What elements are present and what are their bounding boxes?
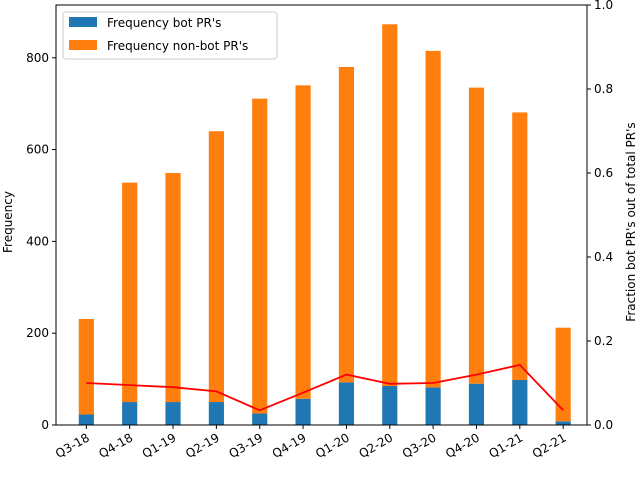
bar-bot-Q3-19	[252, 413, 268, 425]
legend-swatch-nonbot	[69, 40, 97, 50]
y2-tick-label: 0.2	[594, 334, 613, 348]
legend-label-bot: Frequency bot PR's	[107, 16, 221, 30]
y2-tick-label: 0.8	[594, 82, 613, 96]
right-axis: 0.0 0.2 0.4 0.6 0.8 1.0	[587, 0, 613, 432]
x-tick-label: Q1-20	[313, 430, 352, 460]
bar-bot-Q4-19	[295, 398, 311, 425]
plot-frame	[55, 4, 588, 426]
left-axis: 0 200 400 600 800	[26, 51, 56, 432]
bar-bot-Q2-21	[555, 421, 571, 425]
y2-tick-label: 1.0	[594, 0, 613, 12]
bar-nonbot-Q4-19	[295, 85, 311, 399]
bar-nonbot-Q4-20	[468, 87, 485, 384]
y2-tick-label: 0.4	[594, 250, 613, 264]
x-axis: Q3-18 Q4-18 Q1-19 Q2-19 Q3-19 Q4-19 Q1-20 Q2-20…	[53, 425, 569, 461]
bar-bot-Q1-21	[512, 380, 528, 425]
x-tick-label: Q2-21	[530, 430, 569, 460]
bar-nonbot-Q4-18	[122, 182, 138, 403]
bars-layer	[78, 24, 571, 425]
legend: Frequency bot PR's Frequency non-bot PR'…	[62, 11, 278, 60]
x-tick-label: Q4-18	[96, 430, 135, 460]
y-tick-label: 600	[26, 143, 49, 157]
x-tick-label: Q3-18	[53, 430, 92, 460]
bar-bot-Q2-19	[208, 402, 224, 425]
x-tick-label: Q2-19	[183, 430, 222, 460]
bar-nonbot-Q1-21	[512, 112, 528, 381]
x-tick-label: Q4-19	[270, 430, 309, 460]
bar-nonbot-Q1-20	[338, 66, 355, 383]
fraction-line	[86, 363, 564, 412]
bar-nonbot-Q1-19	[165, 173, 181, 403]
bar-bot-Q3-20	[425, 387, 441, 425]
y-tick-label: 800	[26, 51, 49, 65]
bar-nonbot-Q3-18	[78, 318, 94, 415]
bar-nonbot-Q2-19	[208, 131, 224, 403]
legend-box	[62, 11, 278, 60]
y-tick-label: 200	[26, 326, 49, 340]
y2-tick-label: 0.6	[594, 166, 613, 180]
x-tick-label: Q3-20	[400, 430, 439, 460]
x-tick-label: Q1-19	[140, 430, 179, 460]
x-tick-label: Q3-19	[226, 430, 265, 460]
y2-axis-label: Fraction bot PR's out of total PR's	[624, 122, 638, 321]
x-tick-label: Q4-20	[443, 430, 482, 460]
y-axis-label: Frequency	[1, 191, 15, 253]
bar-nonbot-Q2-21	[555, 327, 571, 422]
legend-swatch-bot	[69, 17, 97, 27]
y-tick-label: 0	[41, 418, 49, 432]
legend-label-nonbot: Frequency non-bot PR's	[107, 39, 248, 53]
x-tick-label: Q2-20	[356, 430, 395, 460]
bar-bot-Q1-20	[338, 382, 355, 425]
x-tick-label: Q1-21	[487, 430, 526, 460]
bar-nonbot-Q3-19	[252, 98, 268, 414]
fraction-line-layer	[86, 363, 564, 412]
y2-tick-label: 0.0	[594, 418, 613, 432]
bar-bot-Q2-20	[382, 385, 398, 425]
bar-bot-Q1-19	[165, 402, 181, 425]
bar-bot-Q3-18	[78, 414, 94, 425]
bar-nonbot-Q2-20	[382, 24, 398, 386]
bar-bot-Q4-20	[468, 383, 485, 425]
bar-nonbot-Q3-20	[425, 50, 441, 388]
y-tick-label: 400	[26, 234, 49, 248]
bar-bot-Q4-18	[122, 402, 138, 425]
